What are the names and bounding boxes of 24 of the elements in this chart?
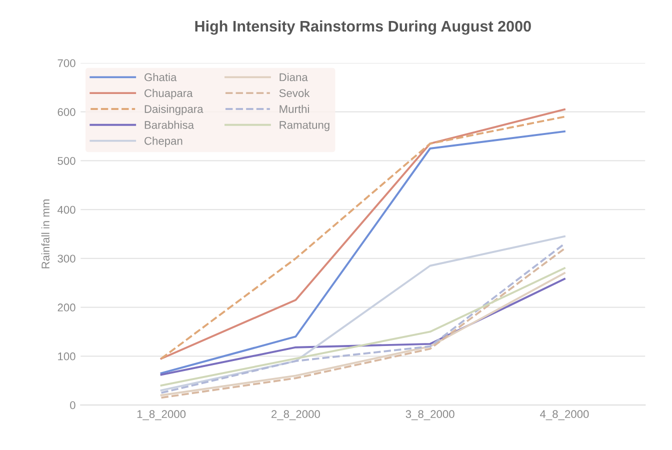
y-axis-title: Rainfall in mm bbox=[41, 200, 50, 268]
y-tick-label: 500 bbox=[58, 156, 76, 165]
x-tick-label: 1_8_2000 bbox=[137, 410, 186, 420]
legend-label: Chuapara bbox=[144, 88, 193, 100]
y-tick-label: 400 bbox=[58, 206, 76, 214]
y-tick-label: 0 bbox=[70, 401, 76, 410]
legend-label: Sevok bbox=[279, 88, 310, 98]
legend-label: Ghatia bbox=[144, 73, 177, 82]
legend-label: Barabhisa bbox=[144, 120, 194, 129]
line-series bbox=[160, 278, 566, 376]
legend-label: Ramatung bbox=[280, 121, 330, 132]
y-tick-label: 600 bbox=[58, 108, 76, 116]
legend-label: Daisingpara bbox=[144, 104, 204, 116]
chart-title: High Intensity Rainstorms During August 2000 bbox=[195, 20, 531, 35]
x-tick-label: 4_8_2000 bbox=[540, 410, 589, 420]
legend-label: Chepan bbox=[144, 136, 182, 148]
y-tick-label: 300 bbox=[58, 254, 76, 263]
x-tick-label: 2_8_2000 bbox=[272, 410, 320, 420]
x-tick-label: 3_8_2000 bbox=[406, 410, 454, 420]
y-tick-label: 200 bbox=[58, 304, 76, 312]
legend-label: Diana bbox=[280, 73, 308, 82]
y-tick-label: 700 bbox=[58, 59, 76, 68]
y-tick-label: 100 bbox=[58, 352, 76, 360]
legend-label: Murthi bbox=[280, 104, 309, 113]
